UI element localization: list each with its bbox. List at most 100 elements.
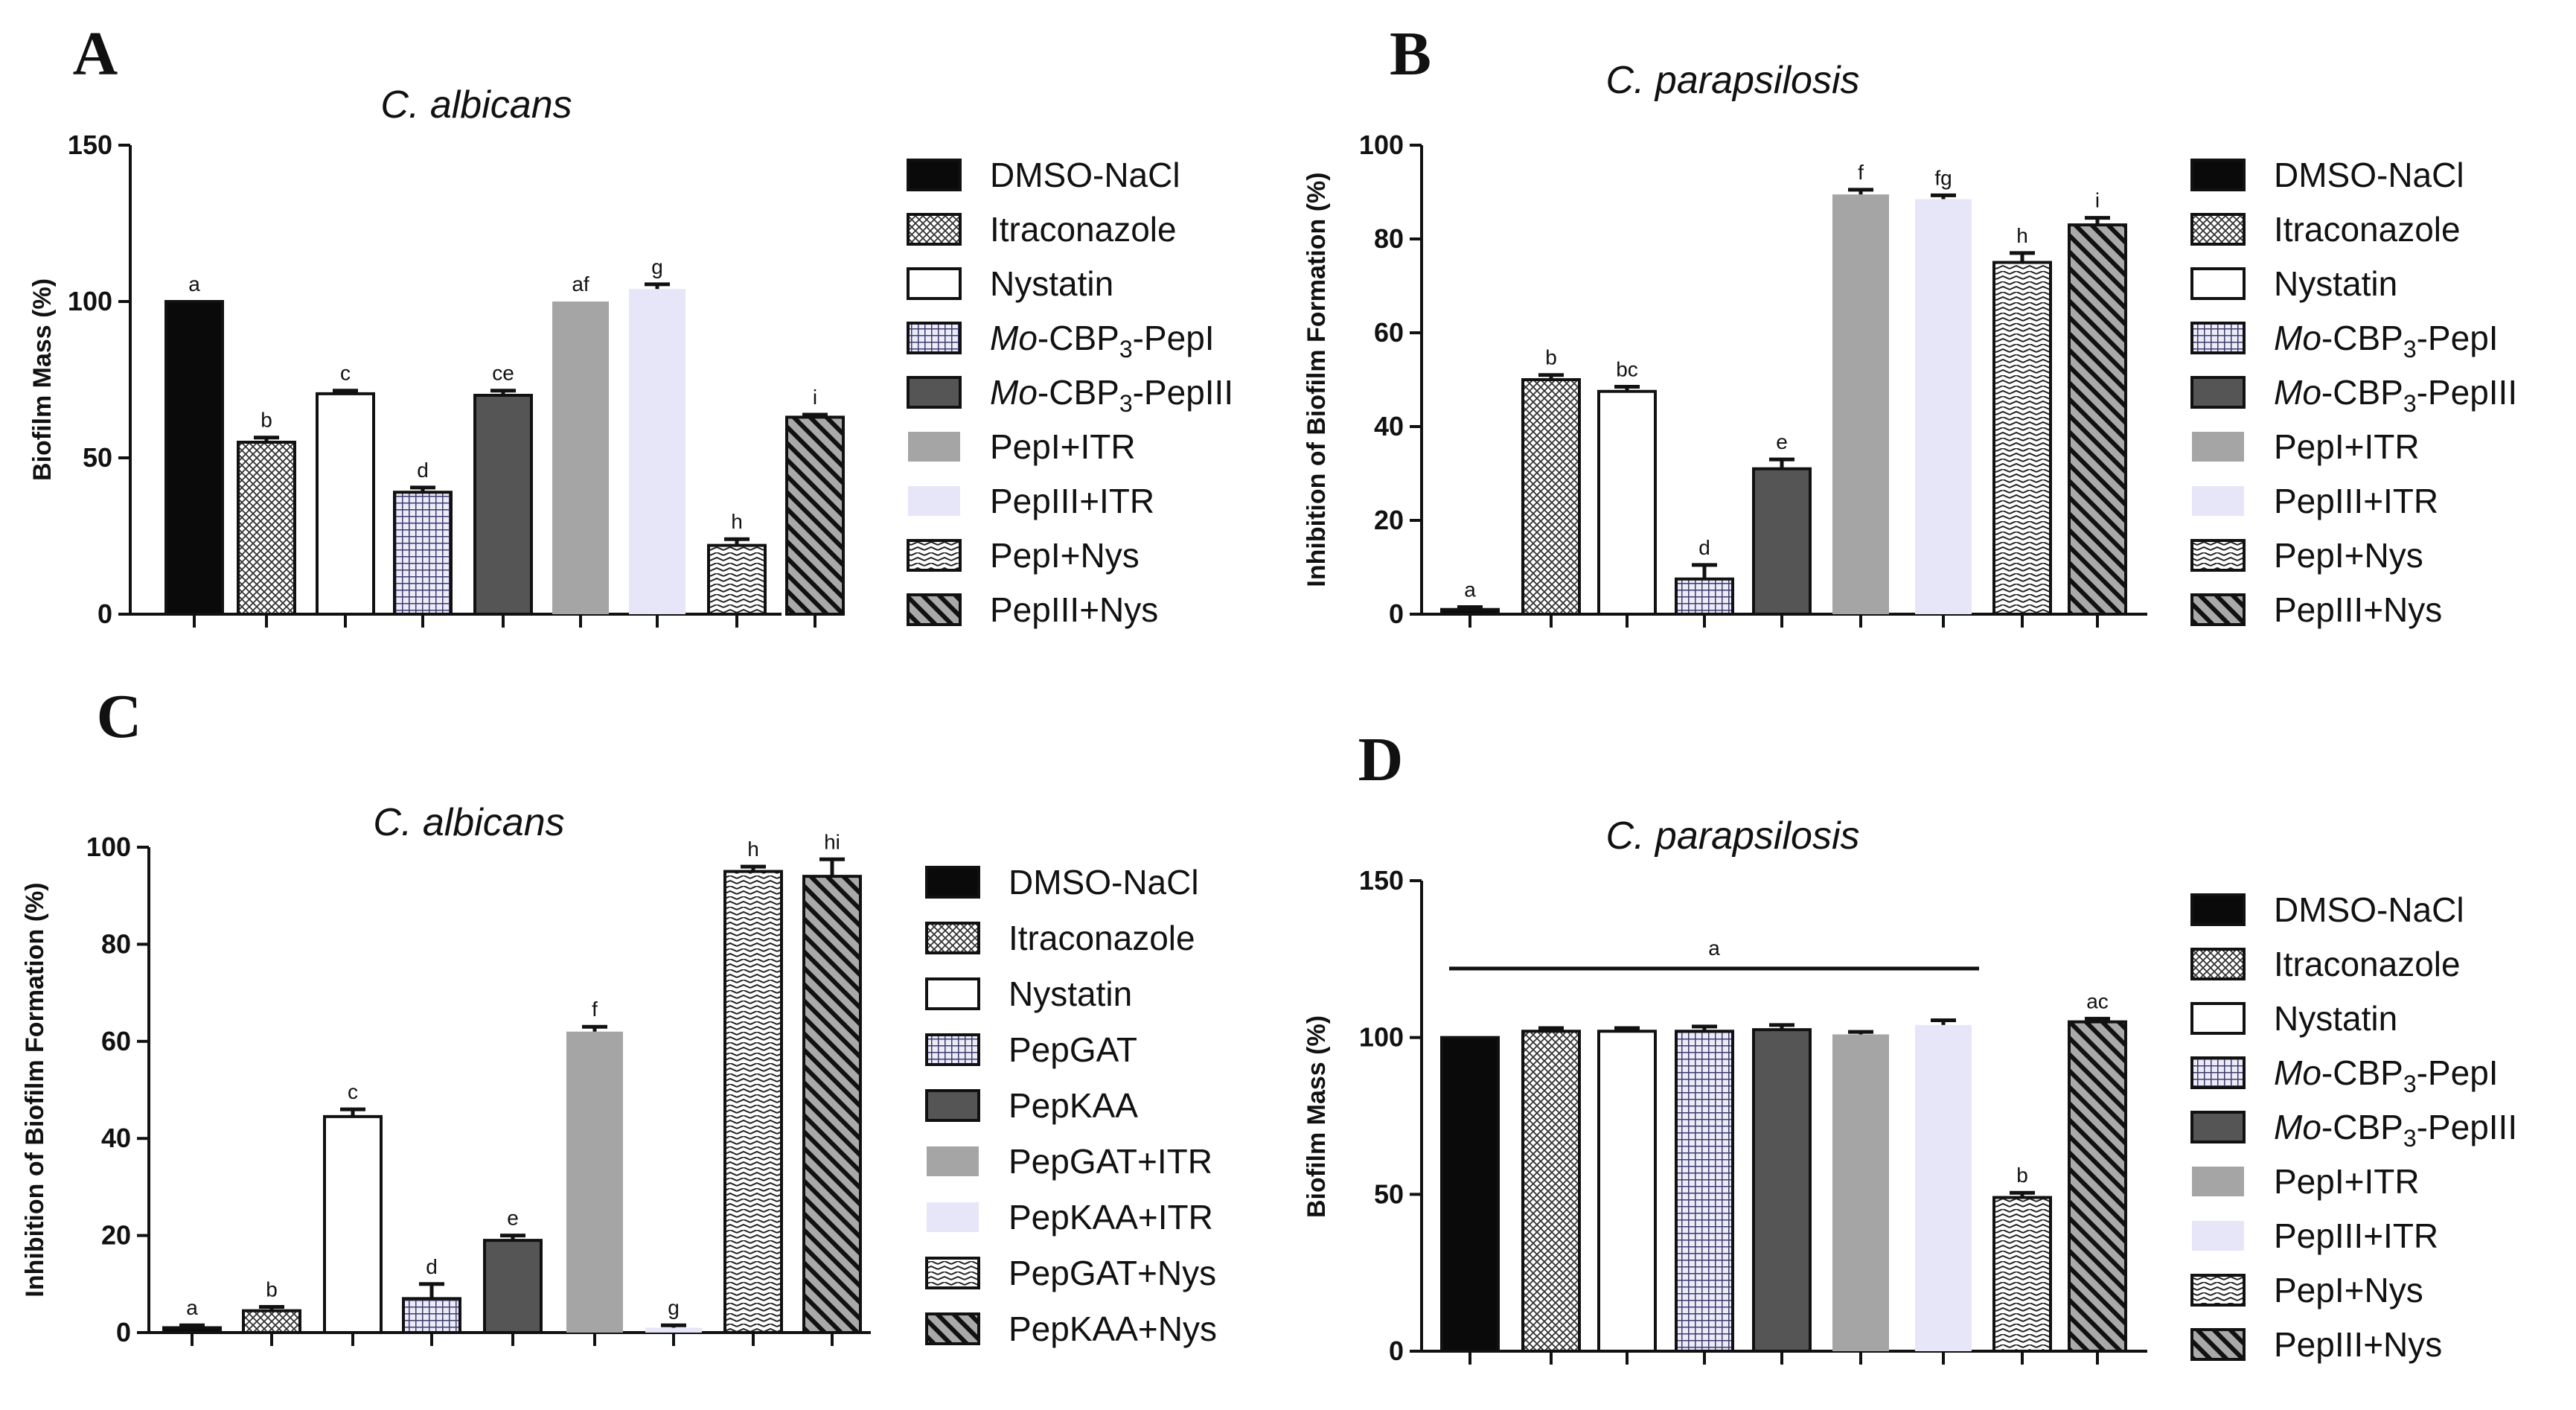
bar-mo-cbp3-pepi	[1675, 1030, 1734, 1353]
legend-swatch	[2192, 1167, 2244, 1196]
y-tick-label: 60	[1374, 317, 1404, 348]
legend-swatch	[2190, 893, 2246, 926]
legend-label: Mo-CBP3-PepIII	[990, 373, 1233, 417]
legend-swatch	[925, 866, 980, 899]
significance-label: b	[266, 1277, 278, 1301]
legend-swatch	[2190, 267, 2246, 300]
legend-swatch	[2192, 486, 2244, 516]
legend-label: DMSO-NaCl	[990, 156, 1180, 194]
bar-itraconazole	[1521, 1030, 1581, 1353]
significance-label: c	[340, 362, 351, 385]
legend-swatch	[925, 1089, 980, 1122]
legend-label: Nystatin	[2274, 999, 2397, 1038]
legend-swatch	[925, 1257, 980, 1289]
legend-swatch	[927, 1202, 979, 1232]
legend-label: PepKAA+Nys	[1009, 1309, 1217, 1348]
legend-swatch	[907, 267, 962, 300]
legend-swatch	[907, 539, 962, 572]
legend-swatch	[2190, 322, 2246, 354]
bar-dmso-nacl	[164, 300, 224, 616]
y-tick-label: 100	[1359, 1022, 1404, 1053]
panel-letter: B	[1390, 19, 1431, 89]
bar-pepgat	[402, 1297, 461, 1334]
bar-pepiii-nys	[2068, 223, 2127, 616]
bar-dmso-nacl	[1440, 1036, 1500, 1353]
legend-swatch	[908, 486, 960, 516]
legend-label: Mo-CBP3-PepI	[990, 319, 1215, 363]
bar-pepkaa-nys	[802, 875, 862, 1334]
significance-label: fg	[1934, 166, 1952, 189]
legend-swatch	[2190, 948, 2246, 980]
legend-label: DMSO-NaCl	[2274, 890, 2464, 929]
legend-label: Mo-CBP3-PepI	[2274, 319, 2499, 363]
bar-pepkaa-itr	[645, 1327, 702, 1333]
panel-letter: D	[1358, 725, 1404, 794]
significance-label: d	[426, 1255, 438, 1278]
significance-label: i	[2095, 189, 2100, 212]
legend-label: PepIII+ITR	[990, 482, 1154, 520]
significance-label: b	[1545, 346, 1557, 369]
bar-dmso-nacl	[1440, 607, 1500, 616]
bar-nystatin	[323, 1114, 383, 1334]
panel-c: C C. albicans Inhibition of Biofilm Format…	[21, 682, 1217, 1348]
y-tick-label: 0	[1389, 599, 1404, 629]
legend-swatch	[925, 922, 980, 954]
bar-nystatin	[1597, 1030, 1657, 1353]
legend-label: PepI+ITR	[2274, 427, 2420, 466]
y-tick-label: 20	[1374, 505, 1404, 535]
group-annotation-label: a	[1708, 937, 1720, 960]
y-tick-label: 50	[1374, 1178, 1404, 1209]
y-tick-label: 100	[1359, 130, 1404, 160]
legend-swatch	[2190, 1002, 2246, 1035]
bar-pepiii-itr	[1915, 1024, 1972, 1351]
y-tick-label: 40	[1374, 411, 1404, 441]
legend-swatch	[2190, 593, 2246, 626]
bar-pepiii-nys	[2068, 1020, 2127, 1353]
legend: DMSO-NaCl Itraconazole Nystatin Mo-CBP3-Pep…	[2190, 890, 2517, 1364]
legend-swatch	[2190, 376, 2246, 409]
significance-label: d	[417, 459, 429, 482]
bar-pepiii-itr	[1915, 199, 1972, 614]
significance-label: af	[572, 272, 589, 296]
bar-itraconazole	[237, 441, 296, 616]
legend-swatch	[2192, 1221, 2244, 1251]
significance-label: a	[186, 1296, 198, 1319]
bar-pepi-itr	[552, 302, 609, 614]
legend-label: PepIII+Nys	[2274, 1325, 2442, 1364]
legend-label: PepI+ITR	[2274, 1162, 2420, 1201]
legend-label: Mo-CBP3-PepI	[2274, 1053, 2499, 1097]
y-tick-label: 0	[98, 599, 112, 629]
panel-letter: A	[73, 19, 118, 89]
legend: DMSO-NaCl Itraconazole Nystatin Mo-CBP3-Pep…	[2190, 156, 2517, 629]
significance-label: g	[651, 255, 663, 278]
panel-letter: C	[97, 682, 142, 751]
legend-label: PepKAA+ITR	[1009, 1198, 1213, 1237]
y-tick-label: 50	[83, 442, 112, 473]
bar-mo-cbp3-pepiii	[1752, 1028, 1812, 1353]
legend-label: Nystatin	[1009, 974, 1132, 1013]
significance-label: h	[2016, 224, 2028, 247]
legend-label: PepI+ITR	[990, 427, 1136, 466]
legend-label: DMSO-NaCl	[2274, 156, 2464, 194]
significance-label: hi	[824, 830, 840, 853]
bar-pepgat-itr	[566, 1031, 623, 1333]
legend-swatch	[907, 322, 962, 354]
legend-swatch	[907, 159, 962, 191]
significance-label: h	[731, 510, 743, 533]
legend-swatch	[2190, 1056, 2246, 1089]
y-tick-label: 150	[1359, 865, 1404, 896]
y-axis-label: Biofilm Mass (%)	[28, 278, 57, 481]
legend-swatch	[2190, 1111, 2246, 1143]
significance-label: a	[1464, 578, 1476, 602]
legend-swatch	[2190, 213, 2246, 246]
panel-a: A C. albicans Biofilm Mass (%) 0 50 100 150 a b c…	[28, 19, 1233, 629]
panel-d: D C. parapsilosis Biofilm Mass (%) 0 50 100 15…	[1303, 725, 2517, 1366]
bar-pepi-nys	[707, 543, 767, 616]
bar-pepkaa	[483, 1239, 543, 1334]
y-tick-label: 60	[101, 1026, 131, 1056]
y-tick-label: 100	[68, 286, 112, 316]
bar-pepiii-itr	[629, 289, 685, 614]
legend-swatch	[925, 1312, 980, 1345]
y-axis-label: Inhibition of Biofilm Formation (%)	[1303, 172, 1331, 587]
bar-mo-cbp3-pepiii	[473, 394, 533, 616]
